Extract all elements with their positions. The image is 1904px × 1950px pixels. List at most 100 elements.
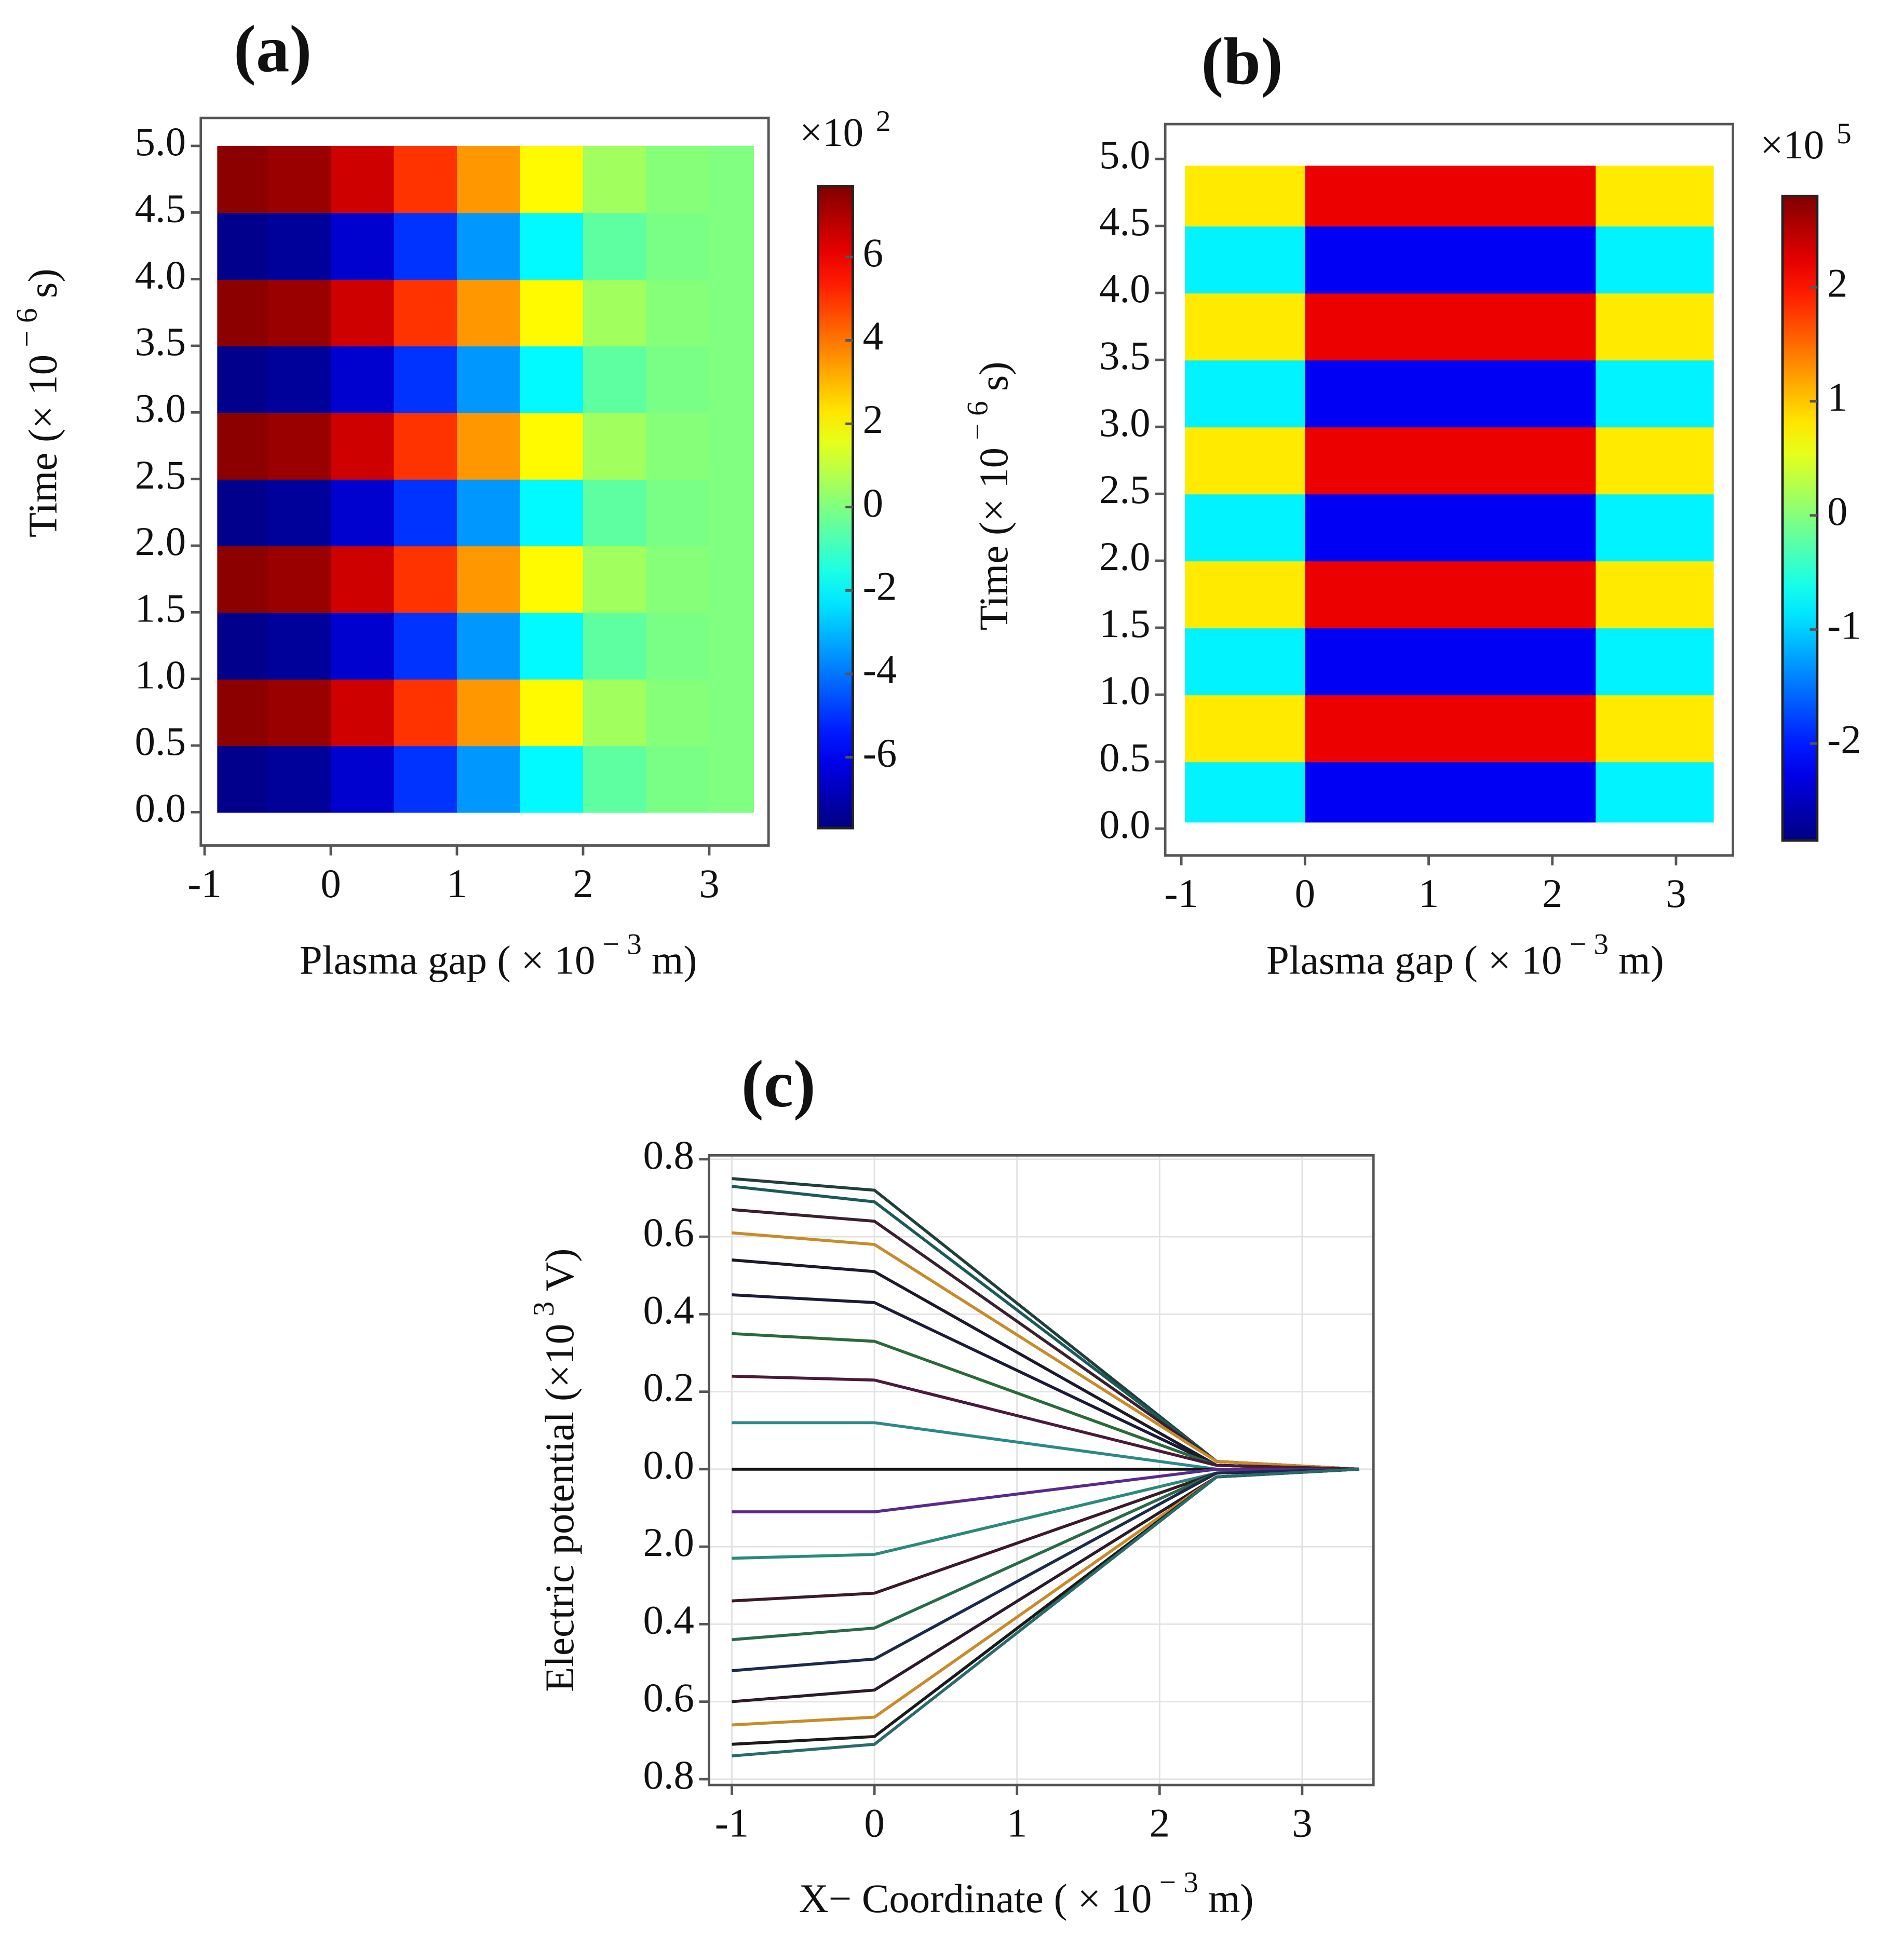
- series-line: [732, 1468, 1359, 1513]
- heat-cell: [331, 412, 395, 480]
- heat-cell: [394, 679, 458, 747]
- heat-cell: [1185, 561, 1306, 629]
- heat-cell: [331, 279, 395, 347]
- heat-cell: [520, 746, 584, 813]
- heat-cell: [1596, 293, 1714, 361]
- y-tick-label: 0.0: [135, 786, 186, 831]
- heat-cell: [1305, 628, 1597, 696]
- y-axis-label-sup: 3: [528, 1302, 560, 1317]
- heat-cell: [1185, 360, 1306, 428]
- x-axis-label-unit: m): [652, 938, 697, 983]
- y-tick-label: 3.5: [135, 319, 186, 364]
- x-tick-label: 1: [1419, 871, 1439, 916]
- x-axis-label-text: Plasma gap ( × 10: [300, 938, 595, 983]
- y-tick-label: 3.5: [1099, 333, 1150, 378]
- heat-cell: [520, 212, 584, 280]
- heat-cell: [1185, 166, 1306, 227]
- colorbar-scale: ×10 5: [1760, 117, 1852, 168]
- colorbar-tick-label: 2: [1827, 261, 1847, 306]
- heat-cell: [646, 546, 710, 613]
- y-tick-label: 1.0: [1099, 668, 1150, 713]
- series-line: [732, 1468, 1359, 1703]
- y-axis-label: Electric potential (×10 3 V): [528, 1249, 583, 1692]
- heat-cell: [267, 412, 332, 480]
- heat-cell: [583, 279, 647, 347]
- heat-cell: [267, 546, 332, 613]
- heat-cell: [457, 212, 521, 280]
- colorbar: [1781, 195, 1819, 842]
- heat-cell: [217, 146, 268, 213]
- heat-cell: [1185, 695, 1306, 763]
- y-tick-label: 2.5: [1099, 467, 1150, 512]
- heat-cell: [583, 212, 647, 280]
- y-axis-label: Time (× 10 − 6 s): [962, 361, 1017, 630]
- x-axis-label-text: X− Coordinate ( × 10: [799, 1876, 1152, 1921]
- heat-cell: [394, 346, 458, 413]
- y-tick-label: 3.0: [1099, 400, 1150, 445]
- plot-frame: [1164, 123, 1734, 857]
- heat-cell: [394, 146, 458, 213]
- heat-cell: [1596, 762, 1714, 823]
- colorbar-tick-label: -2: [863, 564, 897, 609]
- heat-cell: [709, 612, 754, 680]
- y-tick-label: 0.8: [643, 1133, 694, 1178]
- panel: (c) -1 0 1 2 3 0.8 0.6 0.4 2.0 0.0 0.2 0.4 0.6 0.8 X− C…: [528, 1047, 1375, 1921]
- y-tick-label: 1.0: [135, 653, 186, 698]
- heat-cell: [457, 679, 521, 747]
- heat-cell: [646, 679, 710, 747]
- heat-cell: [457, 346, 521, 413]
- heat-cell: [1185, 628, 1306, 696]
- heat-cell: [520, 346, 584, 413]
- x-tick-label: 3: [1292, 1800, 1312, 1846]
- heat-cell: [457, 146, 521, 213]
- heat-cell: [394, 412, 458, 480]
- heat-cell: [1596, 360, 1714, 428]
- y-tick-label: 0.5: [1099, 735, 1150, 780]
- x-tick-label: 0: [320, 861, 341, 906]
- x-tick-label: 3: [699, 861, 719, 906]
- heat-cell: [520, 279, 584, 347]
- x-axis-label: Plasma gap ( × 10− 3 m): [1266, 928, 1664, 983]
- y-tick-label: 0.4: [643, 1288, 694, 1333]
- heat-cell: [217, 346, 268, 413]
- heat-cell: [267, 612, 332, 680]
- heat-cell: [520, 679, 584, 747]
- heat-cell: [646, 412, 710, 480]
- x-axis-label-unit: m): [1208, 1876, 1254, 1921]
- x-tick-label: 2: [1542, 871, 1562, 916]
- heat-cell: [1596, 561, 1714, 629]
- x-axis-label: Plasma gap ( × 10− 3 m): [300, 928, 697, 983]
- heat-cell: [1596, 427, 1714, 495]
- heat-cell: [1185, 762, 1306, 823]
- heat-cell: [457, 479, 521, 547]
- panel-title: (c): [741, 1047, 816, 1121]
- y-tick-label: 0.5: [135, 719, 186, 764]
- heat-cell: [1596, 166, 1714, 227]
- heat-cell: [583, 146, 647, 213]
- y-axis-label-unit: V): [537, 1249, 583, 1292]
- heat-cell: [394, 746, 458, 813]
- series-line: [732, 1468, 1359, 1603]
- x-tick-label: -1: [715, 1800, 749, 1846]
- heat-cell: [583, 612, 647, 680]
- y-tick-label: 5.0: [135, 119, 186, 165]
- heat-cell: [1185, 494, 1306, 562]
- series-line: [732, 1468, 1359, 1758]
- colorbar-scale-text: ×10: [800, 110, 863, 155]
- heat-cell: [709, 746, 754, 813]
- x-tick-label: 0: [864, 1800, 884, 1846]
- heat-cell: [1596, 226, 1714, 294]
- heat-cell: [217, 412, 268, 480]
- heat-cell: [217, 679, 268, 747]
- heat-cell: [267, 479, 332, 547]
- colorbar-scale-text: ×10: [1760, 123, 1824, 168]
- heat-cell: [267, 212, 332, 280]
- heat-cell: [646, 746, 710, 813]
- y-tick-label: 2.5: [135, 453, 186, 498]
- heat-cell: [583, 546, 647, 613]
- x-axis-label-text: Plasma gap ( × 10: [1266, 938, 1562, 983]
- y-tick-label: 0.4: [643, 1597, 694, 1643]
- x-axis-label-unit: m): [1618, 938, 1664, 983]
- y-tick-label: 1.5: [1099, 601, 1150, 646]
